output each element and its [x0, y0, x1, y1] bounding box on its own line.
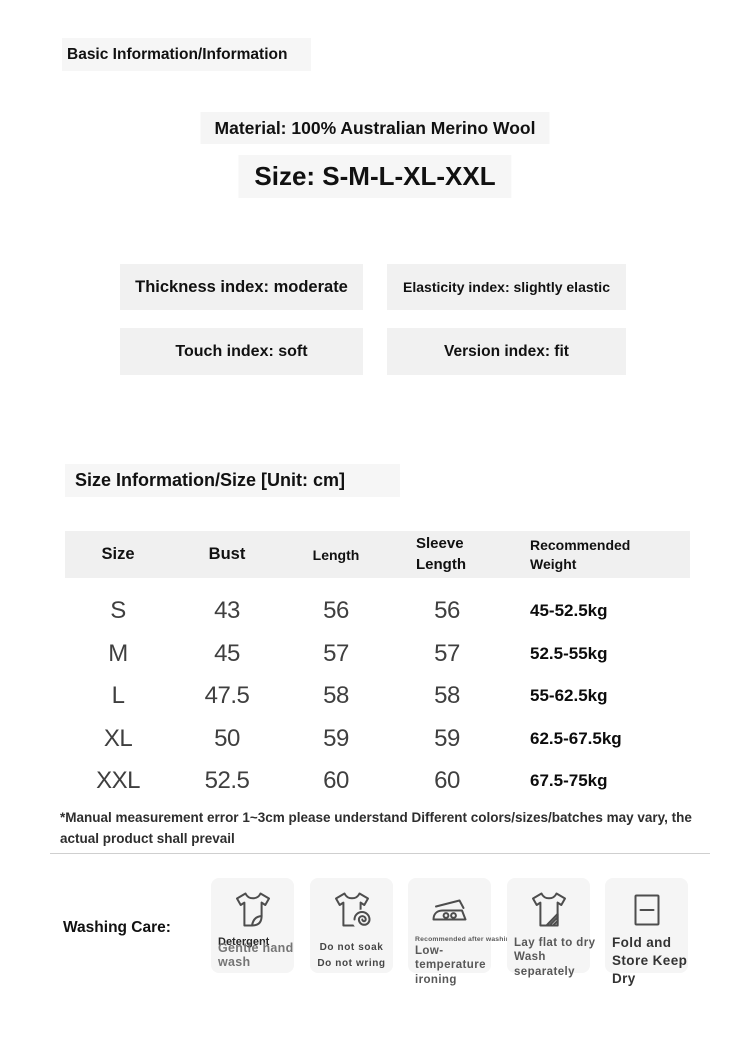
cell-sleeve-length: 58: [434, 682, 460, 710]
table-header-row: Size Bust Length Sleeve Length Recommend…: [65, 531, 690, 578]
cell-bust: 43: [214, 597, 240, 625]
index-box-thickness: Thickness index: moderate: [120, 264, 363, 310]
column-header-bust: Bust: [208, 545, 246, 563]
care-line-2: Do not wring: [317, 958, 386, 969]
cell-size: M: [108, 639, 128, 667]
cell-length: 60: [323, 767, 349, 795]
lay-flat-shirt-icon: [531, 892, 566, 927]
table-row-s: S 43 56 56 45-52.5kg: [65, 590, 690, 633]
care-caption: Lay flat to dry Wash separately: [514, 936, 600, 979]
index-box-touch: Touch index: soft: [120, 328, 363, 375]
fold-store-icon: [634, 894, 659, 926]
cell-recommended-weight: 62.5-67.5kg: [530, 728, 622, 748]
care-card-fold-store: Fold and Store Keep Dry: [605, 878, 688, 986]
care-caption: Do not soak Do not wring: [310, 940, 393, 972]
size-options-line: Size: S-M-L-XL-XXL: [238, 155, 512, 198]
cell-sleeve-length: 56: [434, 597, 460, 625]
care-caption: Fold and Store Keep Dry: [612, 934, 698, 989]
index-box-version: Version index: fit: [387, 328, 626, 375]
care-title: Low-temperature ironing: [415, 944, 486, 986]
cell-bust: 52.5: [204, 767, 250, 795]
care-title: Detergent: [218, 936, 270, 948]
cell-size: S: [110, 597, 126, 625]
cell-size: XL: [103, 724, 133, 752]
cell-sleeve-length: 60: [434, 767, 460, 795]
hand-wash-shirt-icon: [235, 892, 270, 927]
cell-sleeve-length: 57: [434, 639, 460, 667]
cell-sleeve-length: 59: [434, 724, 460, 752]
cell-length: 57: [323, 639, 349, 667]
care-subtitle: Gentle hand wash: [218, 940, 294, 970]
column-header-length: Length: [312, 546, 360, 563]
care-card-lay-flat-dry: Lay flat to dry Wash separately: [507, 878, 595, 978]
care-caption: Detergent Gentle hand wash: [218, 936, 304, 969]
measurement-disclaimer: *Manual measurement error 1~3cm please u…: [60, 810, 692, 846]
cell-length: 58: [323, 682, 349, 710]
size-chart-table: Size Bust Length Sleeve Length Recommend…: [65, 531, 690, 803]
care-line-2: Wash separately: [514, 951, 575, 978]
care-card-low-temp-iron: Recommended after washing Low-temperatur…: [408, 878, 514, 986]
care-line-1: Lay flat to dry: [514, 937, 596, 949]
material-line: Material: 100% Australian Merino Wool: [200, 112, 550, 144]
cell-bust: 47.5: [204, 682, 250, 710]
cell-length: 59: [323, 724, 349, 752]
size-info-heading: Size Information/Size [Unit: cm]: [65, 464, 400, 497]
table-body: S 43 56 56 45-52.5kg M 45 57 57 52.5-55k…: [65, 578, 690, 803]
washing-care-label: Washing Care:: [63, 919, 171, 936]
do-not-wring-shirt-icon: [334, 892, 372, 930]
column-header-recommended-weight: Recommended Weight: [530, 536, 631, 572]
care-title: Fold and Store Keep Dry: [612, 935, 688, 987]
cell-size: XXL: [96, 767, 140, 795]
column-header-size: Size: [101, 545, 135, 563]
basic-info-heading: Basic Information/Information: [62, 38, 311, 71]
table-row-l: L 47.5 58 58 55-62.5kg: [65, 675, 690, 718]
care-card-do-not-wring: Do not soak Do not wring: [310, 878, 393, 973]
cell-length: 56: [323, 597, 349, 625]
cell-bust: 50: [214, 724, 240, 752]
care-card-hand-wash: Detergent Gentle hand wash: [211, 878, 294, 973]
care-note: Recommended after washing: [415, 936, 515, 943]
cell-recommended-weight: 67.5-75kg: [530, 771, 608, 791]
cell-recommended-weight: 55-62.5kg: [530, 686, 608, 706]
cell-recommended-weight: 52.5-55kg: [530, 643, 608, 663]
section-divider: [50, 853, 710, 854]
table-row-m: M 45 57 57 52.5-55kg: [65, 633, 690, 676]
cell-size: L: [111, 682, 125, 710]
care-caption: Recommended after washing Low-temperatur…: [415, 936, 515, 987]
care-line-1: Do not soak: [319, 942, 384, 953]
low-temp-iron-icon: [432, 899, 466, 921]
table-row-xl: XL 50 59 59 62.5-67.5kg: [65, 718, 690, 761]
index-box-elasticity: Elasticity index: slightly elastic: [387, 264, 626, 310]
cell-recommended-weight: 45-52.5kg: [530, 601, 608, 621]
table-row-xxl: XXL 52.5 60 60 67.5-75kg: [65, 760, 690, 803]
cell-bust: 45: [214, 639, 240, 667]
column-header-sleeve-length: Sleeve Length: [416, 535, 466, 573]
